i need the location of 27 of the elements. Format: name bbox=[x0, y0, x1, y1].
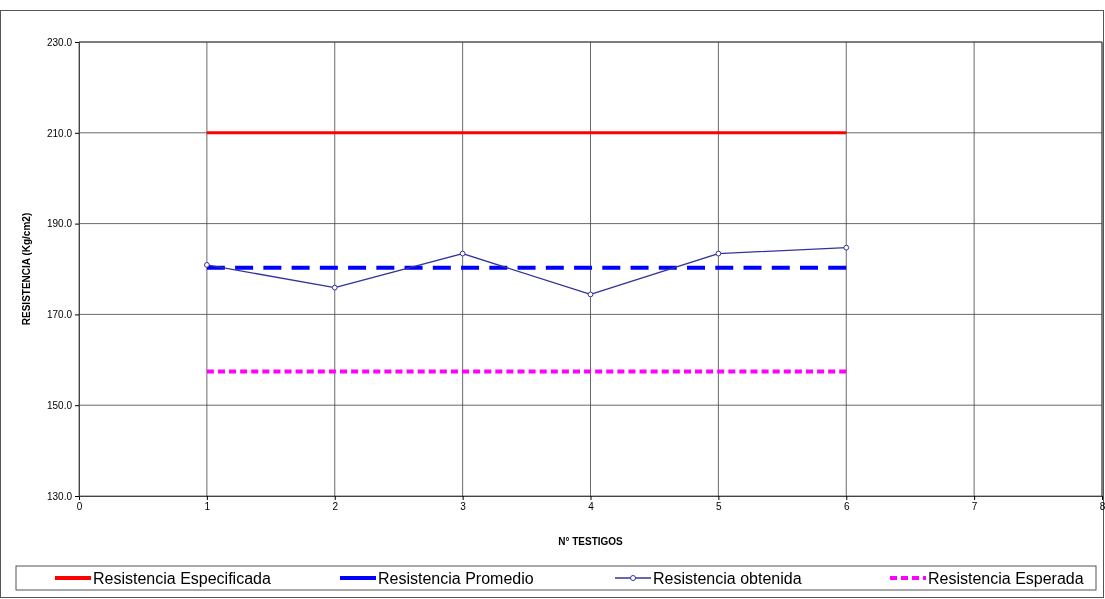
x-tick-label: 5 bbox=[716, 501, 723, 513]
point bbox=[203, 262, 210, 268]
x-tick-label: 1 bbox=[204, 501, 211, 513]
y-axis-title: RESISTENCIA (Kg/cm2) bbox=[21, 212, 32, 326]
point bbox=[715, 250, 722, 257]
x-tick-label: 6 bbox=[843, 501, 850, 513]
legend-label: Resistencia Esperada bbox=[928, 570, 1084, 587]
y-tick-label: 170.0 bbox=[46, 309, 73, 321]
point bbox=[331, 284, 338, 291]
y-tick-label: 190.0 bbox=[46, 218, 73, 230]
y-tick-label: 230.0 bbox=[46, 36, 73, 48]
x-tick-label: 3 bbox=[460, 501, 467, 513]
x-tick-label: 8 bbox=[1099, 501, 1105, 513]
legend-label: Resistencia Especificada bbox=[93, 570, 271, 587]
point bbox=[843, 244, 850, 251]
x-tick-label: 7 bbox=[971, 501, 978, 513]
y-tick-label: 130.0 bbox=[46, 490, 73, 502]
y-tick-label: 210.0 bbox=[46, 127, 73, 139]
x-tick-label: 0 bbox=[76, 501, 83, 513]
point bbox=[459, 250, 466, 257]
point bbox=[587, 291, 594, 298]
x-tick-label: 2 bbox=[332, 501, 339, 513]
x-tick-label: 4 bbox=[588, 501, 595, 513]
y-tick-label: 150.0 bbox=[46, 399, 73, 411]
legend-label: Resistencia obtenida bbox=[653, 570, 802, 587]
x-axis-title: N° TESTIGOS bbox=[558, 536, 624, 547]
legend-label: Resistencia Promedio bbox=[378, 570, 534, 587]
